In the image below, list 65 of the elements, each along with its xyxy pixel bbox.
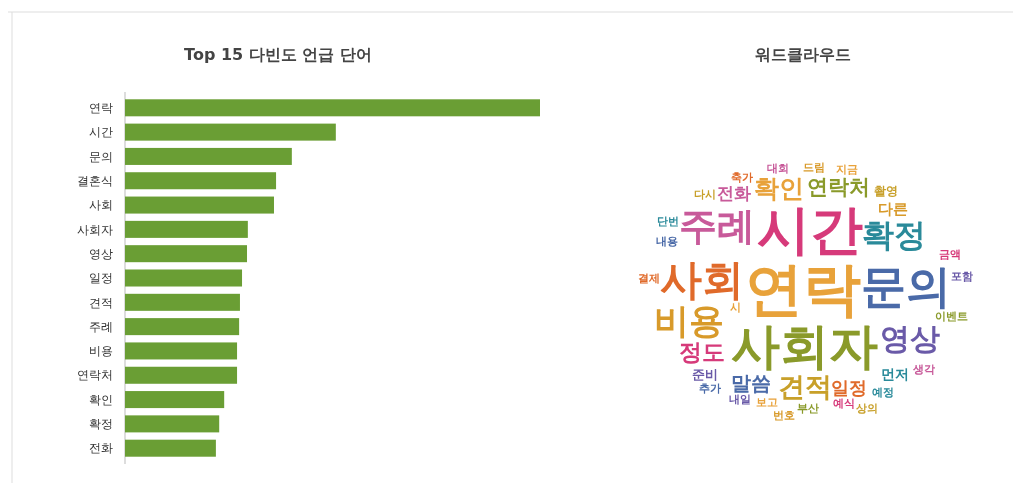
bar	[125, 196, 274, 214]
y-tick-label: 전화	[89, 441, 113, 456]
text: 내일	[728, 393, 751, 407]
text: 말씀	[731, 372, 772, 396]
text: 준비	[691, 366, 718, 382]
bar	[125, 318, 240, 336]
text: 상의	[856, 401, 879, 415]
text: 다시	[693, 187, 716, 201]
text: 생각	[911, 363, 935, 377]
bar	[125, 293, 240, 311]
y-tick-label: 확정	[89, 417, 113, 432]
bar	[125, 245, 248, 263]
text: 지금	[835, 163, 859, 176]
bar	[125, 439, 216, 457]
y-tick-label: 연락처	[77, 368, 113, 383]
text: 예정	[872, 385, 895, 399]
text: 먼저	[880, 366, 909, 383]
text: 포함	[950, 269, 973, 283]
text: 금액	[938, 247, 961, 261]
y-tick-label: 일정	[89, 271, 113, 286]
text: 다른	[877, 199, 908, 218]
bar	[125, 123, 336, 141]
y-tick-label: 영상	[89, 246, 113, 261]
text: 워드클라우드	[755, 45, 851, 64]
text: 추가	[698, 381, 721, 395]
text: 축가	[731, 171, 754, 185]
text: 전화	[716, 184, 751, 204]
text: 비용	[653, 300, 724, 342]
text: 결제	[638, 271, 661, 285]
bar	[125, 220, 248, 238]
bar	[125, 366, 238, 384]
text: 영상	[879, 320, 940, 356]
text: 번호	[773, 409, 796, 423]
y-tick-label: 사회자	[77, 222, 113, 237]
y-tick-label: 견적	[89, 295, 113, 310]
text: 시	[730, 301, 742, 315]
y-tick-label: 주례	[89, 319, 113, 334]
text: 연락처	[806, 174, 870, 200]
bar	[125, 415, 220, 433]
bar	[125, 342, 238, 360]
y-tick-label: 시간	[89, 125, 113, 140]
text: 이벤트	[935, 309, 969, 323]
text: 보고	[756, 395, 779, 409]
text: 견적	[777, 371, 832, 403]
bar	[125, 147, 292, 165]
text: 일정	[831, 376, 868, 398]
text: 대회	[766, 162, 789, 176]
text: 단번	[657, 214, 680, 228]
text: 드림	[803, 160, 826, 174]
bar	[125, 172, 277, 190]
text: 내용	[655, 235, 678, 249]
text: 예식	[832, 397, 855, 411]
y-tick-label: 결혼식	[77, 173, 113, 188]
y-tick-label: 사회	[89, 198, 113, 213]
bar	[125, 391, 225, 409]
y-tick-label: 문의	[89, 149, 113, 164]
y-tick-label: 확인	[89, 392, 113, 407]
bar	[125, 269, 243, 287]
text: 부산	[796, 402, 819, 415]
y-tick-label: 연락	[89, 101, 113, 115]
text: 주례	[679, 204, 756, 249]
text: 촬영	[874, 183, 899, 198]
bar	[125, 99, 540, 117]
chart-title: Top 15 다빈도 언급 단어	[184, 45, 372, 64]
y-tick-label: 비용	[89, 344, 113, 359]
